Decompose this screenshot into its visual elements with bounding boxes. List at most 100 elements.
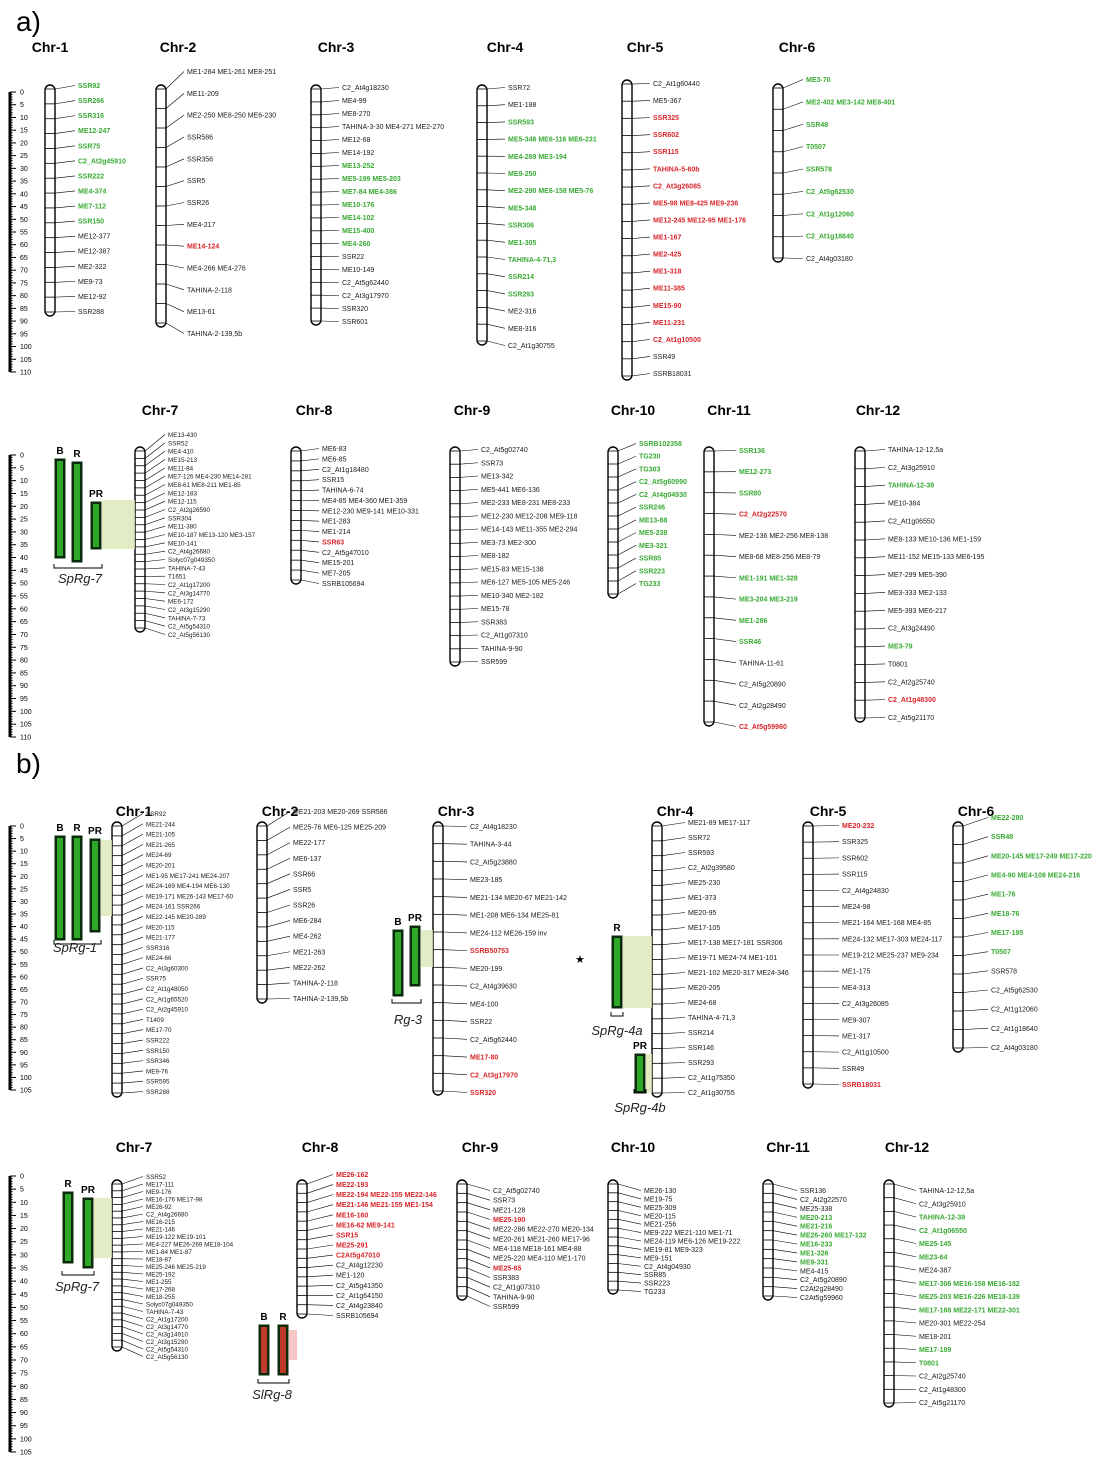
marker-connector [962, 1028, 989, 1030]
marker-label: SSR75 [146, 976, 166, 983]
marker-label: C2_At5g60990 [639, 479, 687, 486]
marker-label: ME1-191 ME1-328 [739, 575, 798, 582]
marker-connector [661, 972, 686, 975]
marker-label: ME21-105 [146, 832, 176, 839]
marker-connector [121, 864, 144, 876]
marker-connector [893, 1265, 917, 1271]
marker-connector [121, 1176, 144, 1185]
marker-connector [442, 914, 468, 916]
marker-label: SSR306 [508, 223, 534, 230]
marker-connector [713, 617, 737, 621]
marker-connector [266, 857, 291, 870]
marker-connector [631, 202, 651, 205]
marker-label: ME17-168 ME22-171 ME22-301 [919, 1307, 1020, 1314]
marker-connector [121, 1285, 144, 1290]
marker-connector [617, 583, 637, 595]
marker-label: ME4-313 [842, 985, 871, 992]
chromosome-title: Chr-8 [302, 1139, 339, 1155]
marker-label: SSR599 [481, 659, 507, 666]
marker-connector [713, 638, 737, 642]
marker-label: C2_At3g25910 [888, 465, 935, 472]
marker-connector [962, 1047, 989, 1049]
ruler-tick-label: 30 [20, 899, 28, 906]
marker-label: ME12-377 [78, 234, 110, 241]
marker-connector [121, 1265, 144, 1267]
marker-label: C2_At5g56130 [168, 632, 211, 639]
ruler-tick-label: 20 [20, 874, 28, 881]
marker-connector [54, 145, 76, 149]
marker-label: ME11-152 ME15-133 ME6-195 [888, 554, 984, 561]
marker-connector [459, 661, 479, 663]
marker-connector [121, 1029, 144, 1034]
marker-label: ME26-130 [644, 1188, 676, 1195]
marker-label: ME11-84 [168, 465, 194, 472]
marker-label: SSR85 [639, 556, 661, 563]
marker-connector [144, 492, 166, 503]
marker-label: C2_At1g60440 [653, 81, 700, 88]
marker-connector [266, 951, 291, 957]
marker-connector [962, 893, 989, 901]
marker-connector [300, 468, 320, 472]
ruler-tick-label: 5 [20, 1187, 24, 1194]
marker-connector [165, 114, 185, 129]
marker-connector [320, 100, 340, 103]
ruler-tick-label: 15 [20, 491, 28, 498]
chromosome-0-4 [476, 84, 488, 346]
marker-label: SSR593 [688, 850, 714, 857]
marker-label: ME13-252 [342, 163, 374, 170]
marker-connector [772, 1267, 798, 1272]
marker-label: Solyc07g049350 [146, 1302, 193, 1309]
marker-label: ME17-105 [688, 925, 720, 932]
marker-connector [459, 488, 479, 491]
ruler-tick-label: 20 [20, 504, 28, 511]
marker-label: ME5-441 ME6-136 [481, 487, 540, 494]
marker-connector [459, 647, 479, 650]
marker-label: SSR73 [481, 460, 503, 467]
marker-connector [661, 1062, 686, 1064]
ruler-tick-label: 55 [20, 230, 28, 237]
marker-label: ME22-280 [991, 815, 1023, 822]
marker-connector [320, 87, 340, 90]
marker-label: C2_At4g24830 [842, 888, 889, 895]
marker-connector [617, 1201, 642, 1208]
marker-label: ME26-92 [146, 1204, 172, 1211]
marker-connector [631, 270, 651, 274]
marker-label: C2_At5g62440 [342, 280, 389, 287]
marker-connector [54, 100, 76, 105]
marker-label: ME25-65 [493, 1265, 522, 1272]
marker-connector [466, 1295, 491, 1307]
marker-label: TAHINA-3-30 ME4-271 ME2-270 [342, 124, 444, 131]
marker-label: ME21-146 [146, 1227, 176, 1234]
marker-label: TAHINA-9-90 [493, 1294, 535, 1301]
marker-connector [165, 322, 185, 334]
marker-label: ME17-111 [146, 1182, 175, 1189]
marker-label: SSR346 [146, 1058, 170, 1065]
ruler-tick-label: 100 [20, 1436, 32, 1443]
marker-label: ME4-118 ME18-161 ME4-88 [493, 1246, 582, 1253]
marker-connector [442, 896, 468, 898]
ruler-tick-label: 10 [20, 478, 28, 485]
marker-connector [121, 967, 144, 975]
marker-label: SSR595 [146, 1079, 170, 1086]
marker-label: C2_At5g41350 [336, 1283, 383, 1290]
marker-label: C2_At2g45910 [78, 158, 126, 165]
marker-label: ME17-189 [919, 1347, 951, 1354]
marker-connector [459, 515, 479, 518]
marker-label: C2_At5g54310 [146, 1347, 189, 1354]
marker-connector [459, 555, 479, 557]
marker-label: SSR222 [78, 173, 104, 180]
marker-label: SSR293 [688, 1060, 714, 1067]
marker-connector [893, 1211, 917, 1218]
ruler-tick-label: 65 [20, 619, 28, 626]
ruler-tick-label: 0 [20, 453, 24, 460]
marker-connector [713, 450, 737, 452]
marker-connector [864, 538, 886, 541]
marker-connector [893, 1252, 917, 1258]
marker-label: ME25-309 [644, 1205, 676, 1212]
marker-label: SSR601 [342, 319, 368, 326]
chromosome-title: Chr-10 [611, 1139, 656, 1155]
marker-label: ME7-84 ME4-386 [342, 189, 397, 196]
marker-connector [713, 554, 737, 557]
ruler-tick-label: 40 [20, 555, 28, 562]
marker-connector [459, 581, 479, 584]
